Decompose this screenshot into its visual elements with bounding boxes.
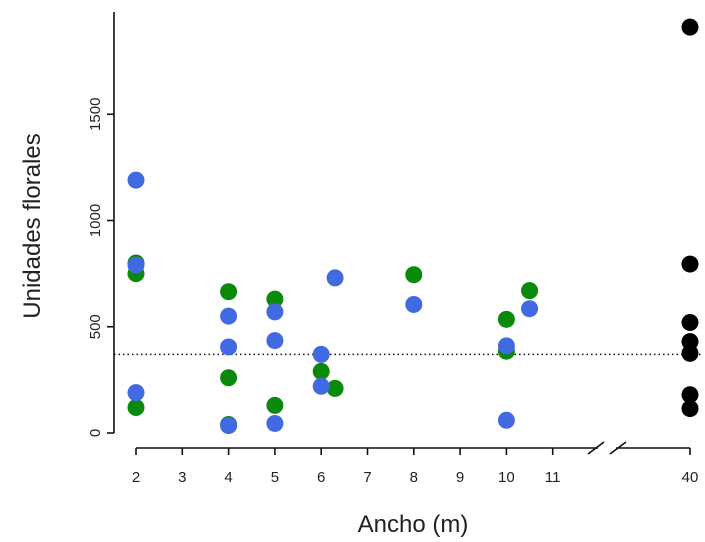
y-tick-label: 500 <box>87 314 104 339</box>
y-ticks: 0 500 1000 1500 <box>87 98 114 437</box>
data-point-black <box>681 386 699 404</box>
data-point-green <box>220 369 238 387</box>
break-slash <box>587 441 605 455</box>
data-point-green <box>405 266 423 284</box>
x-ticks: 2 3 4 5 6 7 8 9 10 11 40 <box>132 447 699 486</box>
data-point-blue <box>405 295 423 313</box>
x-tick-label: 8 <box>410 469 418 486</box>
y-tick-label: 1000 <box>87 204 104 237</box>
data-point-blue <box>497 411 515 429</box>
data-point-green <box>220 283 238 301</box>
x-tick-label: 6 <box>317 469 325 486</box>
data-point-green <box>266 396 284 414</box>
y-axis-title: Unidades florales <box>19 133 46 318</box>
data-points <box>127 18 699 435</box>
data-point-blue <box>266 303 284 321</box>
data-point-green <box>266 290 284 308</box>
data-point-blue <box>326 269 344 287</box>
data-point-black <box>681 333 699 351</box>
x-tick-label: 40 <box>682 469 699 486</box>
data-point-black <box>681 18 699 36</box>
data-point-black <box>681 255 699 273</box>
data-point-blue <box>497 337 515 355</box>
x-tick-label: 4 <box>224 469 232 486</box>
data-point-blue <box>266 414 284 432</box>
data-point-black <box>681 314 699 331</box>
data-point-green <box>312 362 330 380</box>
data-point-black <box>681 400 699 418</box>
y-tick-label: 1500 <box>87 98 104 131</box>
data-point-blue <box>266 332 284 350</box>
data-point-blue <box>521 300 539 318</box>
data-point-green <box>127 399 145 416</box>
data-point-blue <box>220 338 238 356</box>
data-point-blue <box>127 256 145 274</box>
x-tick-label: 2 <box>132 469 140 486</box>
x-tick-label: 7 <box>363 469 371 486</box>
x-tick-label: 3 <box>178 469 186 486</box>
x-axis-title: Ancho (m) <box>358 511 469 538</box>
data-point-black <box>681 344 699 362</box>
x-tick-label: 11 <box>545 469 561 486</box>
data-point-blue <box>312 345 330 363</box>
data-point-green <box>497 310 515 328</box>
x-tick-label: 10 <box>498 469 515 486</box>
x-tick-label: 9 <box>456 469 464 486</box>
data-point-blue <box>312 377 330 395</box>
break-slash <box>609 441 627 455</box>
data-point-blue <box>127 171 145 189</box>
y-tick-label: 0 <box>87 429 104 437</box>
x-axis-break-marker <box>587 441 627 455</box>
data-point-green <box>521 282 539 300</box>
data-point-blue <box>127 384 145 402</box>
data-point-blue <box>220 307 238 325</box>
data-point-blue <box>220 417 238 435</box>
x-tick-label: 5 <box>271 469 279 486</box>
data-point-green <box>326 379 344 397</box>
